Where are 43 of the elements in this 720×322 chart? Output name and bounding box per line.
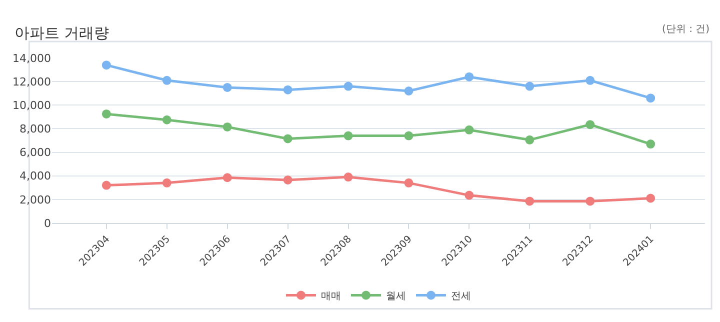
point xyxy=(283,85,292,94)
point xyxy=(102,180,111,190)
point xyxy=(525,196,534,206)
point xyxy=(222,173,232,182)
point xyxy=(404,178,414,188)
point xyxy=(464,125,474,134)
chart-title: 아파트 거래량 xyxy=(14,24,110,42)
point xyxy=(586,196,595,206)
point xyxy=(102,60,111,70)
point xyxy=(162,178,172,188)
point xyxy=(222,82,232,92)
y-tick-label: 6,000 xyxy=(20,146,51,160)
y-tick-label: 2,000 xyxy=(20,193,51,206)
point xyxy=(102,109,111,118)
y-tick-label: 0 xyxy=(44,216,51,230)
text: (단위 : 건) xyxy=(662,24,710,35)
point xyxy=(464,190,474,200)
point xyxy=(525,82,534,91)
point xyxy=(162,76,172,85)
point xyxy=(283,175,292,184)
legend-label: 전세 xyxy=(451,291,471,302)
y-tick-label: 12,000 xyxy=(12,75,51,88)
legend-label: 월세 xyxy=(386,291,406,302)
point xyxy=(646,194,656,203)
point xyxy=(404,86,414,96)
point xyxy=(646,140,656,149)
point xyxy=(222,122,232,132)
point xyxy=(162,115,172,124)
y-tick-label: 10,000 xyxy=(12,98,51,112)
point xyxy=(586,76,595,85)
point xyxy=(586,120,595,130)
y-tick-label: 14,000 xyxy=(12,52,51,65)
y-tick-label: 4,000 xyxy=(20,170,51,183)
point xyxy=(344,82,353,91)
point xyxy=(404,131,414,140)
y-tick-label: 8,000 xyxy=(20,122,51,136)
point xyxy=(344,172,353,182)
point xyxy=(464,72,474,82)
point xyxy=(283,134,292,144)
point xyxy=(646,94,656,103)
legend-label: 매매 xyxy=(321,291,341,302)
point xyxy=(525,135,534,144)
point xyxy=(344,131,353,140)
